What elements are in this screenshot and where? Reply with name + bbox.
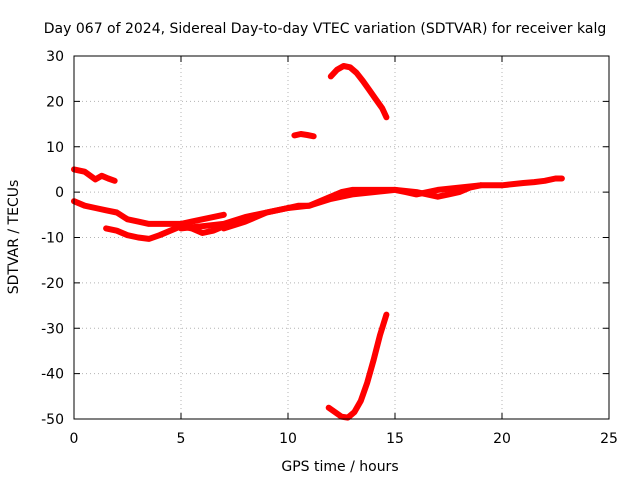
series-trace-7	[291, 131, 317, 140]
series-trace-6	[327, 63, 390, 121]
x-tick-label: 0	[70, 431, 79, 447]
x-tick-label: 5	[177, 431, 186, 447]
series-trace-3	[103, 223, 227, 242]
axis-ticks: 0 5 10 15 20 25 30 20 10 0 -10 -20 -30 -40 -50	[41, 49, 618, 447]
series-trace-2	[71, 198, 227, 227]
x-tick-label: 10	[279, 431, 297, 447]
y-tick-label: -40	[41, 367, 64, 383]
y-tick-label: -20	[41, 276, 64, 292]
chart-title: Day 067 of 2024, Sidereal Day-to-day VTE…	[44, 21, 606, 37]
series-trace-5	[220, 182, 484, 232]
y-tick-label: -30	[41, 321, 64, 337]
y-tick-label: 30	[46, 49, 64, 65]
x-axis-label: GPS time / hours	[281, 459, 398, 475]
data-series	[71, 63, 565, 421]
y-tick-label: 0	[55, 185, 64, 201]
x-tick-label: 15	[386, 431, 404, 447]
y-tick-label: -10	[41, 231, 64, 247]
y-tick-label: 20	[46, 94, 64, 110]
x-tick-label: 20	[493, 431, 511, 447]
grid	[74, 56, 609, 419]
series-trace-1	[71, 166, 118, 184]
y-axis-label: SDTVAR / TECUs	[6, 180, 22, 295]
series-trace-8	[325, 311, 390, 421]
y-tick-label: 10	[46, 140, 64, 156]
x-tick-label: 25	[600, 431, 618, 447]
y-tick-label: -50	[41, 412, 64, 428]
